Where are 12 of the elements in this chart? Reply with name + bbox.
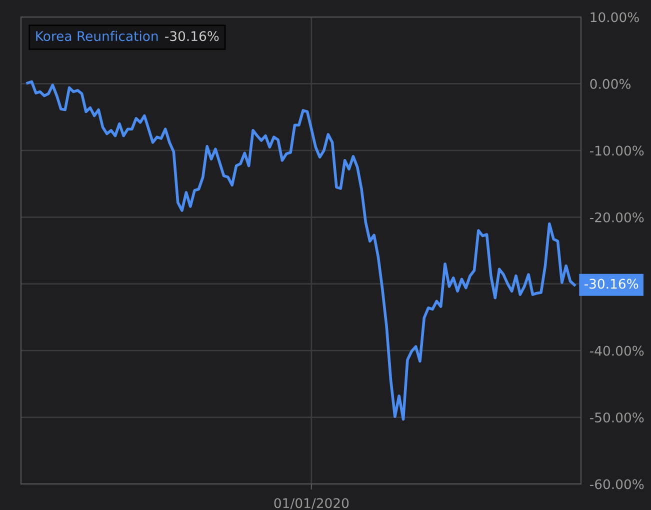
y-tick-label: -50.00%: [590, 412, 644, 422]
y-tick-label: -40.00%: [590, 346, 644, 356]
line-series: [26, 80, 576, 421]
y-tick-label: 0.00%: [590, 78, 631, 89]
y-tick-label: 10.00%: [590, 12, 639, 22]
y-tick-label: -60.00%: [590, 479, 644, 490]
text: -30.16%: [584, 278, 638, 289]
x-tick-label: 01/01/2020: [274, 498, 349, 510]
y-tick-label: -20.00%: [590, 212, 644, 222]
text: Korea Reunfication: [36, 30, 158, 42]
annotation: -30.16%: [165, 31, 219, 42]
y-tick-label: -10.00%: [590, 146, 644, 156]
